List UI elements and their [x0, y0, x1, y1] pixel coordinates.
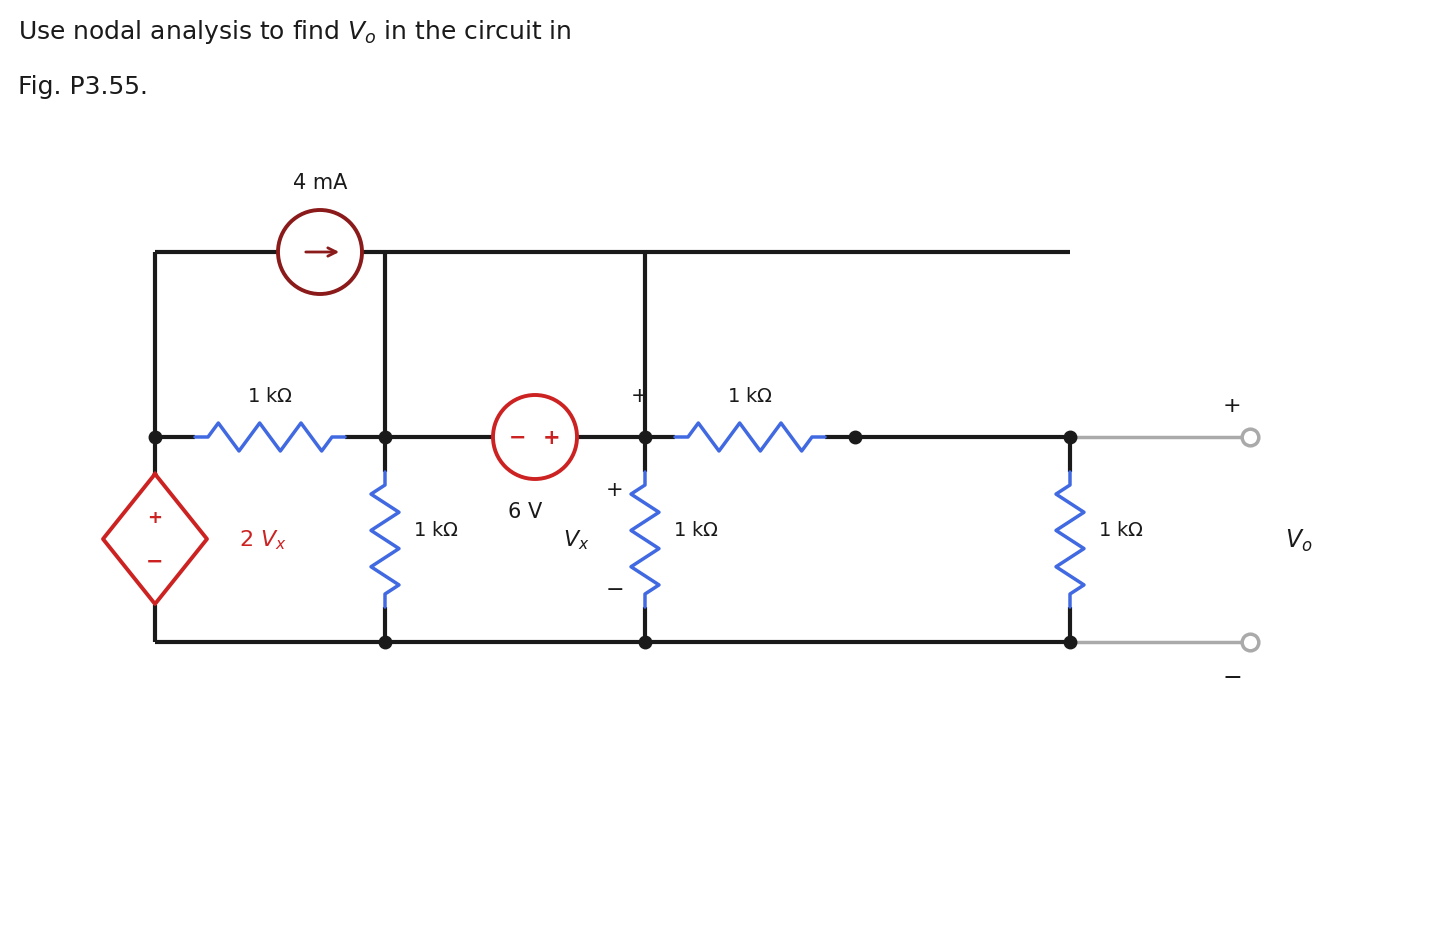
Text: +: +	[1222, 396, 1241, 416]
Text: 6 V: 6 V	[508, 502, 542, 522]
Text: −: −	[1222, 665, 1242, 689]
Text: −: −	[147, 551, 164, 571]
Text: $V_o$: $V_o$	[1286, 526, 1313, 553]
Text: +: +	[631, 386, 649, 406]
Text: +: +	[544, 427, 561, 447]
Text: −: −	[605, 580, 624, 600]
Text: 4 mA: 4 mA	[293, 173, 347, 193]
Text: 1 k$\Omega$: 1 k$\Omega$	[1099, 521, 1145, 540]
Text: +: +	[148, 508, 162, 526]
Text: $V_x$: $V_x$	[564, 528, 590, 552]
Text: 1 k$\Omega$: 1 k$\Omega$	[413, 521, 459, 540]
Text: −: −	[509, 427, 526, 447]
Text: 2 $V_x$: 2 $V_x$	[239, 527, 286, 551]
Text: Fig. P3.55.: Fig. P3.55.	[19, 75, 148, 99]
Text: 1 k$\Omega$: 1 k$\Omega$	[247, 387, 293, 406]
Text: Use nodal analysis to find $V_o$ in the circuit in: Use nodal analysis to find $V_o$ in the …	[19, 18, 572, 46]
Text: 1 k$\Omega$: 1 k$\Omega$	[728, 387, 774, 406]
Text: +: +	[607, 480, 624, 500]
Text: 1 k$\Omega$: 1 k$\Omega$	[673, 521, 719, 540]
